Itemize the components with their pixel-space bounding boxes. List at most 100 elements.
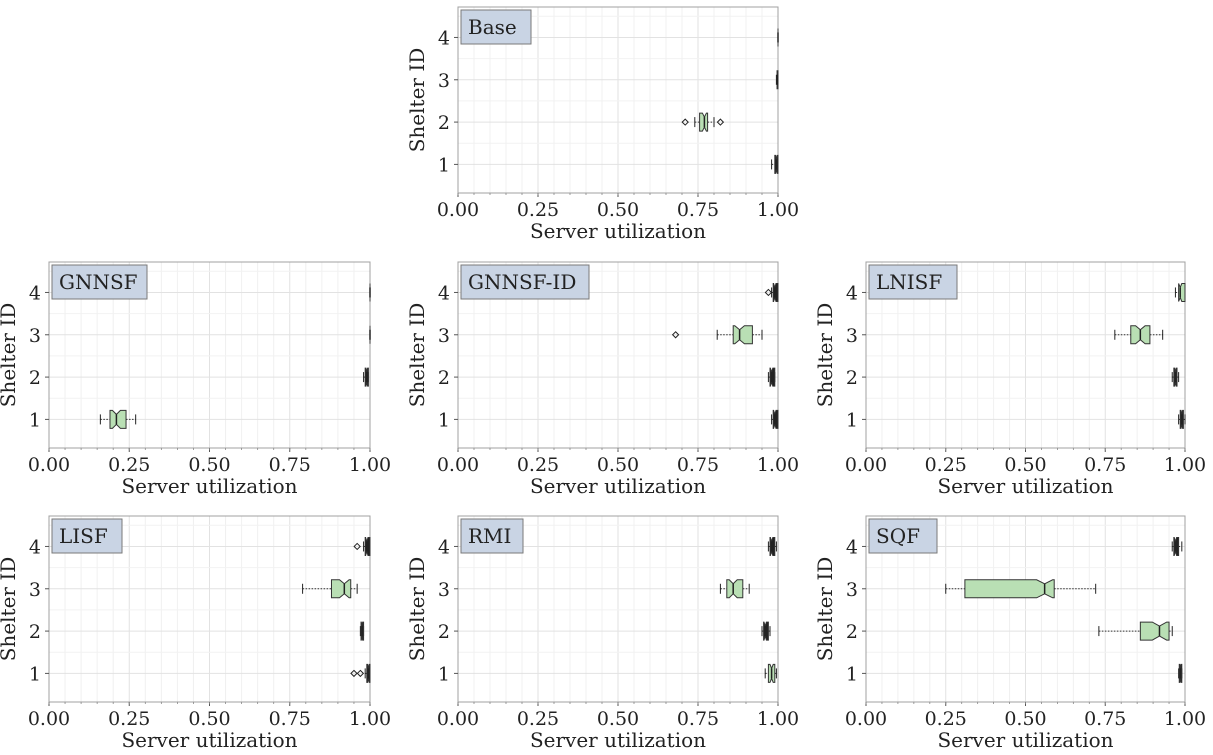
x-tick-label: 0.00 (437, 454, 479, 476)
box-shelter-1 (771, 154, 779, 174)
x-tick-label: 0.25 (108, 708, 150, 730)
panel-title-box (868, 264, 958, 300)
x-tick-label: 0.00 (845, 708, 887, 730)
y-tick-label: 2 (438, 367, 450, 389)
outlier-point (716, 118, 725, 126)
outlier-point (350, 669, 358, 678)
y-tick-label: 3 (29, 579, 41, 601)
y-tick-label: 3 (438, 579, 450, 601)
panel-title: SQF (876, 524, 920, 548)
y-tick-label: 2 (29, 367, 41, 389)
y-axis-label: Shelter ID (813, 303, 837, 408)
outlier-point (764, 288, 773, 297)
panel-gnnsf-id: 0.00 0.25 0.50 0.75 1.00 1 2 3 4 Server utilizati… (405, 261, 799, 498)
panel-sqf: 0.00 0.25 0.50 0.75 1.00 1 2 3 4 Server utilizati… (813, 515, 1206, 752)
y-tick-label: 3 (846, 325, 858, 347)
y-axis-label: Shelter ID (0, 557, 20, 662)
x-tick-label: 0.25 (517, 454, 559, 476)
box-body (772, 409, 779, 429)
x-tick-label: 0.25 (517, 199, 559, 221)
x-axis-label: Server utilization (530, 728, 706, 752)
box-body (109, 409, 127, 429)
panel-gnnsf: 0.00 0.25 0.50 0.75 1.00 1 2 3 4 Server utilizati… (0, 261, 391, 498)
y-tick-label: 2 (846, 621, 858, 643)
box-shelter-3 (775, 70, 779, 90)
x-tick-label: 0.75 (269, 454, 311, 476)
x-axis-label: Server utilization (937, 728, 1113, 752)
panel-lnisf: 0.00 0.25 0.50 0.75 1.00 1 2 3 4 Server utilizati… (813, 261, 1206, 498)
x-tick-label: 0.50 (188, 708, 230, 730)
box-shelter-3 (302, 579, 358, 599)
y-axis-label: Shelter ID (405, 48, 429, 153)
box-shelter-3 (719, 579, 750, 599)
box-shelter-4 (1174, 282, 1186, 302)
box-shelter-3 (671, 325, 763, 345)
y-tick-label: 1 (438, 663, 450, 685)
box-body (364, 536, 371, 556)
y-tick-label: 3 (438, 325, 450, 347)
panel-base: 0.00 0.25 0.50 0.75 1.00 1 2 3 4 Server utilizati… (405, 6, 799, 243)
x-tick-label: 0.75 (677, 708, 719, 730)
box-body (699, 112, 709, 132)
x-tick-label: 1.00 (1164, 708, 1206, 730)
box-shelter-1 (99, 409, 137, 429)
outlier-point (681, 118, 689, 126)
y-tick-label: 2 (438, 621, 450, 643)
x-tick-label: 0.75 (677, 199, 719, 221)
y-axis-label: Shelter ID (0, 303, 20, 408)
x-axis-label: Server utilization (121, 474, 297, 498)
y-axis-label: Shelter ID (405, 557, 429, 662)
x-tick-label: 0.50 (1004, 454, 1046, 476)
y-tick-label: 4 (29, 282, 41, 304)
box-shelter-1 (764, 663, 777, 683)
x-tick-label: 0.25 (517, 708, 559, 730)
box-shelter-3 (1114, 325, 1164, 345)
x-tick-label: 0.00 (28, 708, 70, 730)
panel-rmi: 0.00 0.25 0.50 0.75 1.00 1 2 3 4 Server utilizati… (405, 515, 799, 752)
box-body (769, 536, 776, 556)
x-tick-label: 1.00 (349, 454, 391, 476)
panel-lisf: 0.00 0.25 0.50 0.75 1.00 1 2 3 4 Server utilizati… (0, 515, 391, 752)
box-body (763, 621, 769, 641)
y-tick-label: 4 (846, 536, 858, 558)
x-tick-label: 0.00 (845, 454, 887, 476)
outlier-point (356, 669, 365, 678)
y-tick-label: 3 (29, 325, 41, 347)
x-tick-label: 0.50 (597, 454, 639, 476)
y-tick-label: 1 (29, 663, 41, 685)
panel-title-box (51, 264, 148, 300)
box-shelter-2 (359, 621, 365, 641)
box-body (1173, 536, 1180, 556)
box-shelter-2 (767, 367, 776, 387)
y-tick-label: 3 (846, 579, 858, 601)
panel-title: GNNSF-ID (468, 270, 576, 294)
x-tick-label: 1.00 (757, 454, 799, 476)
y-tick-label: 1 (29, 409, 41, 431)
box-body (726, 579, 744, 599)
box-shelter-1 (350, 663, 371, 683)
x-axis-label: Server utilization (530, 474, 706, 498)
y-tick-label: 3 (438, 70, 450, 92)
x-tick-label: 0.00 (28, 454, 70, 476)
y-tick-label: 2 (846, 367, 858, 389)
y-tick-label: 4 (438, 27, 450, 49)
outlier-point (671, 331, 680, 339)
x-tick-label: 1.00 (757, 708, 799, 730)
box-shelter-2 (681, 112, 725, 132)
box-body (1139, 621, 1170, 641)
panel-title: GNNSF (59, 270, 138, 294)
y-tick-label: 4 (29, 536, 41, 558)
box-body (330, 579, 352, 599)
y-tick-label: 1 (846, 663, 858, 685)
x-tick-label: 0.50 (188, 454, 230, 476)
y-tick-label: 2 (29, 621, 41, 643)
box-shelter-4 (764, 282, 779, 302)
x-tick-label: 0.00 (437, 708, 479, 730)
y-tick-label: 4 (846, 282, 858, 304)
y-tick-label: 1 (438, 409, 450, 431)
box-shelter-2 (1171, 367, 1180, 387)
y-axis-label: Shelter ID (405, 303, 429, 408)
box-shelter-1 (771, 409, 779, 429)
y-axis-label: Shelter ID (813, 557, 837, 662)
panel-title-box (460, 264, 590, 300)
